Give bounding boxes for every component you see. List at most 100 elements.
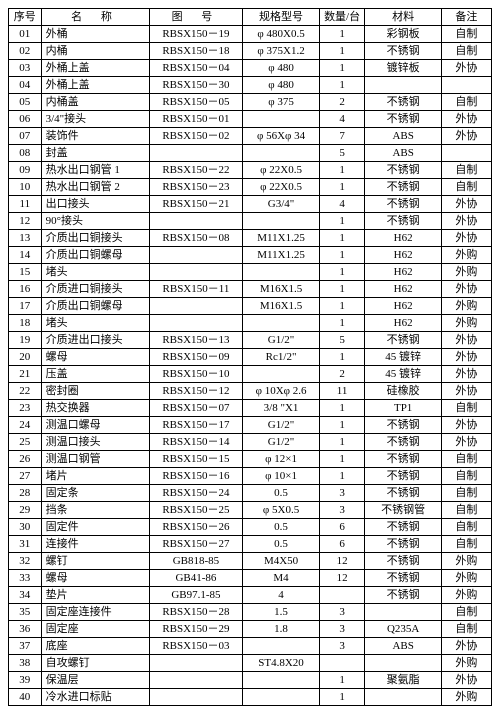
cell: 自制 (441, 451, 491, 468)
cell: GB41-86 (149, 570, 243, 587)
cell (243, 213, 319, 230)
cell: 封盖 (41, 145, 149, 162)
cell: φ 22X0.5 (243, 179, 319, 196)
cell: 1 (319, 451, 365, 468)
cell: RBSX150－02 (149, 128, 243, 145)
cell: TP1 (365, 400, 441, 417)
table-row: 09热水出口钢管 1RBSX150－22φ 22X0.51不锈钢自制 (9, 162, 492, 179)
cell: RBSX150－23 (149, 179, 243, 196)
cell: 自制 (441, 536, 491, 553)
cell: 不锈钢 (365, 451, 441, 468)
col-note: 备注 (441, 9, 491, 26)
cell: 冷水进口标贴 (41, 689, 149, 706)
cell: 堵片 (41, 468, 149, 485)
cell (243, 145, 319, 162)
cell: RBSX150－29 (149, 621, 243, 638)
table-row: 36固定座RBSX150－291.83Q235A自制 (9, 621, 492, 638)
cell: 05 (9, 94, 42, 111)
cell: 1 (319, 264, 365, 281)
cell: 外协 (441, 383, 491, 400)
cell: 1 (319, 230, 365, 247)
cell: 不锈钢 (365, 536, 441, 553)
cell: 6 (319, 519, 365, 536)
cell (441, 145, 491, 162)
cell: 不锈钢管 (365, 502, 441, 519)
cell: 外协 (441, 366, 491, 383)
cell: M4 (243, 570, 319, 587)
cell: RBSX150－18 (149, 43, 243, 60)
cell: RBSX150－01 (149, 111, 243, 128)
cell: 15 (9, 264, 42, 281)
cell: 1 (319, 434, 365, 451)
cell: 介质出口铜螺母 (41, 298, 149, 315)
col-draw: 图 号 (149, 9, 243, 26)
cell: 不锈钢 (365, 553, 441, 570)
cell: 45 镀锌 (365, 366, 441, 383)
cell: RBSX150－17 (149, 417, 243, 434)
cell: φ 10Xφ 2.6 (243, 383, 319, 400)
cell: 03 (9, 60, 42, 77)
cell: 外协 (441, 111, 491, 128)
cell: RBSX150－27 (149, 536, 243, 553)
cell: 外购 (441, 655, 491, 672)
cell (149, 213, 243, 230)
table-row: 23热交换器RBSX150－073/8 "X11TP1自制 (9, 400, 492, 417)
cell: 22 (9, 383, 42, 400)
cell: 介质进出口接头 (41, 332, 149, 349)
table-row: 17介质出口铜螺母M16X1.51H62外购 (9, 298, 492, 315)
cell: 垫片 (41, 587, 149, 604)
cell: 1 (319, 281, 365, 298)
cell: RBSX150－09 (149, 349, 243, 366)
table-row: 16介质进口铜接头RBSX150－11M16X1.51H62外协 (9, 281, 492, 298)
cell (441, 77, 491, 94)
cell: 测温口螺母 (41, 417, 149, 434)
cell: RBSX150－14 (149, 434, 243, 451)
table-row: 40冷水进口标贴1外购 (9, 689, 492, 706)
table-row: 1290°接头1不锈钢外协 (9, 213, 492, 230)
cell: 热交换器 (41, 400, 149, 417)
table-row: 30固定件RBSX150－260.56不锈钢自制 (9, 519, 492, 536)
cell: 12 (319, 570, 365, 587)
cell: RBSX150－26 (149, 519, 243, 536)
cell: 外协 (441, 349, 491, 366)
parts-table: 序号 名 称 图 号 规格型号 数量/台 材料 备注 01外桶RBSX150－1… (8, 8, 492, 706)
cell: 不锈钢 (365, 485, 441, 502)
cell: RBSX150－03 (149, 638, 243, 655)
table-row: 15堵头1H62外购 (9, 264, 492, 281)
cell: 外购 (441, 247, 491, 264)
cell: φ 375X1.2 (243, 43, 319, 60)
cell: 不锈钢 (365, 43, 441, 60)
cell: 11 (9, 196, 42, 213)
cell: 出口接头 (41, 196, 149, 213)
cell: 介质出口铜接头 (41, 230, 149, 247)
cell: H62 (365, 230, 441, 247)
cell: 硅橡胶 (365, 383, 441, 400)
cell: 1 (319, 349, 365, 366)
table-row: 04外桶上盖RBSX150－30φ 4801 (9, 77, 492, 94)
cell: Rc1/2" (243, 349, 319, 366)
cell: 不锈钢 (365, 332, 441, 349)
cell: 外协 (441, 417, 491, 434)
cell: 1 (319, 43, 365, 60)
table-row: 20螺母RBSX150－09Rc1/2"145 镀锌外协 (9, 349, 492, 366)
cell: RBSX150－12 (149, 383, 243, 400)
cell: 自攻螺钉 (41, 655, 149, 672)
cell (243, 264, 319, 281)
col-seq: 序号 (9, 9, 42, 26)
cell: 1 (319, 179, 365, 196)
cell: 1 (319, 417, 365, 434)
cell: 37 (9, 638, 42, 655)
cell: 10 (9, 179, 42, 196)
cell: RBSX150－16 (149, 468, 243, 485)
cell: 镀锌板 (365, 60, 441, 77)
cell: 外协 (441, 332, 491, 349)
cell: 0.5 (243, 519, 319, 536)
cell: 外协 (441, 196, 491, 213)
cell: 不锈钢 (365, 434, 441, 451)
cell: 40 (9, 689, 42, 706)
cell: φ 22X0.5 (243, 162, 319, 179)
cell: 聚氨脂 (365, 672, 441, 689)
cell: 3 (319, 604, 365, 621)
cell: 2 (319, 94, 365, 111)
cell: 1 (319, 298, 365, 315)
